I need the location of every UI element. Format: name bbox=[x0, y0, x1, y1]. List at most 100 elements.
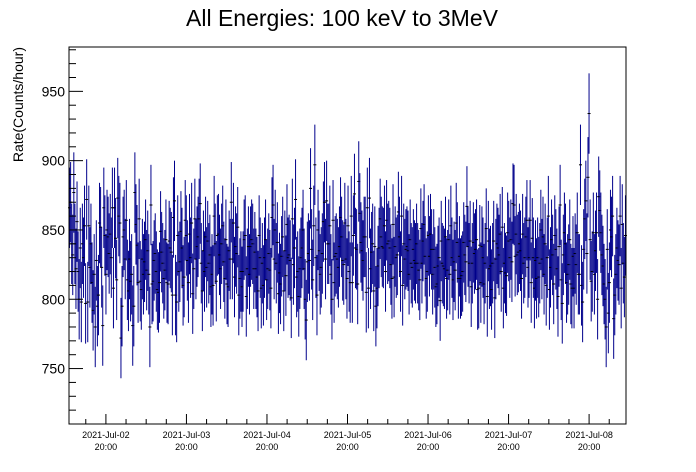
data-point bbox=[309, 148, 313, 229]
data-point bbox=[492, 200, 496, 282]
data-point bbox=[243, 195, 247, 276]
data-point bbox=[356, 243, 360, 325]
data-point bbox=[528, 180, 532, 261]
data-point bbox=[391, 184, 395, 265]
data-point bbox=[164, 199, 168, 280]
data-point bbox=[400, 175, 404, 257]
data-point bbox=[330, 259, 334, 340]
data-point bbox=[214, 241, 218, 322]
data-point bbox=[170, 254, 174, 336]
data-point bbox=[307, 220, 311, 301]
data-point bbox=[520, 238, 524, 319]
data-point bbox=[604, 286, 608, 368]
data-point bbox=[587, 73, 591, 154]
data-point bbox=[352, 153, 356, 235]
data-point bbox=[322, 162, 326, 243]
data-point bbox=[284, 235, 288, 316]
data-point bbox=[92, 234, 96, 315]
data-point bbox=[290, 178, 294, 260]
data-point bbox=[331, 180, 335, 261]
x-tick-time-label: 20:00 bbox=[95, 442, 118, 452]
data-point bbox=[586, 137, 590, 218]
data-point bbox=[148, 286, 152, 368]
chart-title: All Energies: 100 keV to 3MeV bbox=[186, 5, 499, 31]
data-point bbox=[275, 202, 279, 283]
data-point bbox=[342, 224, 346, 305]
data-point bbox=[211, 245, 215, 326]
data-point bbox=[325, 160, 329, 242]
x-tick-date-label: 2021-Jul-08 bbox=[565, 430, 613, 440]
data-point bbox=[545, 217, 549, 298]
data-point bbox=[78, 207, 82, 289]
data-point bbox=[596, 259, 600, 340]
data-point bbox=[546, 175, 550, 257]
data-point bbox=[464, 221, 468, 303]
data-point bbox=[312, 185, 316, 266]
data-point bbox=[328, 185, 332, 266]
data-point bbox=[437, 217, 441, 298]
data-point bbox=[83, 185, 87, 266]
data-point bbox=[100, 227, 104, 308]
data-point bbox=[311, 239, 315, 321]
data-point bbox=[477, 247, 481, 329]
data-point bbox=[575, 192, 579, 273]
data-point bbox=[93, 286, 97, 368]
x-axis: 2021-Jul-02 20:00 2021-Jul-03 20:00 2021-Jul… bbox=[82, 414, 613, 452]
data-point bbox=[552, 243, 556, 325]
data-point bbox=[136, 242, 140, 323]
y-axis-label: Rate(Counts/hour) bbox=[10, 47, 26, 162]
data-point bbox=[346, 185, 350, 266]
data-point bbox=[236, 186, 240, 268]
data-point bbox=[401, 245, 405, 326]
y-tick-label: 750 bbox=[42, 361, 66, 377]
data-point bbox=[619, 247, 623, 329]
data-point bbox=[86, 261, 90, 343]
data-point bbox=[104, 234, 108, 315]
x-tick-date-label: 2021-Jul-03 bbox=[163, 430, 211, 440]
data-point bbox=[591, 192, 595, 273]
data-point bbox=[475, 199, 479, 280]
data-point bbox=[366, 247, 370, 329]
data-point bbox=[294, 159, 298, 240]
data-point bbox=[96, 254, 100, 336]
data-point bbox=[371, 203, 375, 285]
data-point bbox=[577, 234, 581, 315]
data-point bbox=[588, 199, 592, 280]
data-point bbox=[560, 263, 564, 344]
data-point bbox=[75, 181, 79, 262]
data-point bbox=[607, 242, 611, 323]
data-point bbox=[595, 192, 599, 273]
data-point bbox=[324, 218, 328, 300]
data-point bbox=[499, 231, 503, 312]
data-point bbox=[349, 175, 353, 257]
data-point bbox=[271, 164, 275, 246]
data-point bbox=[617, 224, 621, 305]
x-tick-time-label: 20:00 bbox=[417, 442, 440, 452]
data-point bbox=[557, 206, 561, 287]
data-point bbox=[622, 236, 626, 318]
data-point bbox=[124, 180, 128, 261]
data-point bbox=[618, 175, 622, 257]
x-tick-date-label: 2021-Jul-06 bbox=[404, 430, 452, 440]
data-point bbox=[132, 265, 136, 347]
data-point bbox=[418, 239, 422, 321]
data-point bbox=[115, 239, 119, 321]
data-point bbox=[72, 152, 76, 233]
data-point bbox=[111, 247, 115, 329]
data-point bbox=[444, 196, 448, 278]
data-point bbox=[468, 200, 472, 282]
data-point bbox=[365, 167, 369, 248]
x-tick-date-label: 2021-Jul-04 bbox=[243, 430, 291, 440]
x-tick-time-label: 20:00 bbox=[578, 442, 601, 452]
data-point bbox=[399, 231, 403, 312]
data-point bbox=[120, 265, 124, 347]
data-point bbox=[313, 124, 317, 206]
data-point bbox=[173, 160, 177, 242]
data-point bbox=[169, 211, 173, 293]
data-point bbox=[448, 234, 452, 315]
data-markers bbox=[68, 73, 627, 379]
data-point bbox=[158, 242, 162, 323]
data-point bbox=[118, 182, 122, 264]
data-point bbox=[84, 263, 88, 344]
data-point bbox=[367, 157, 371, 239]
